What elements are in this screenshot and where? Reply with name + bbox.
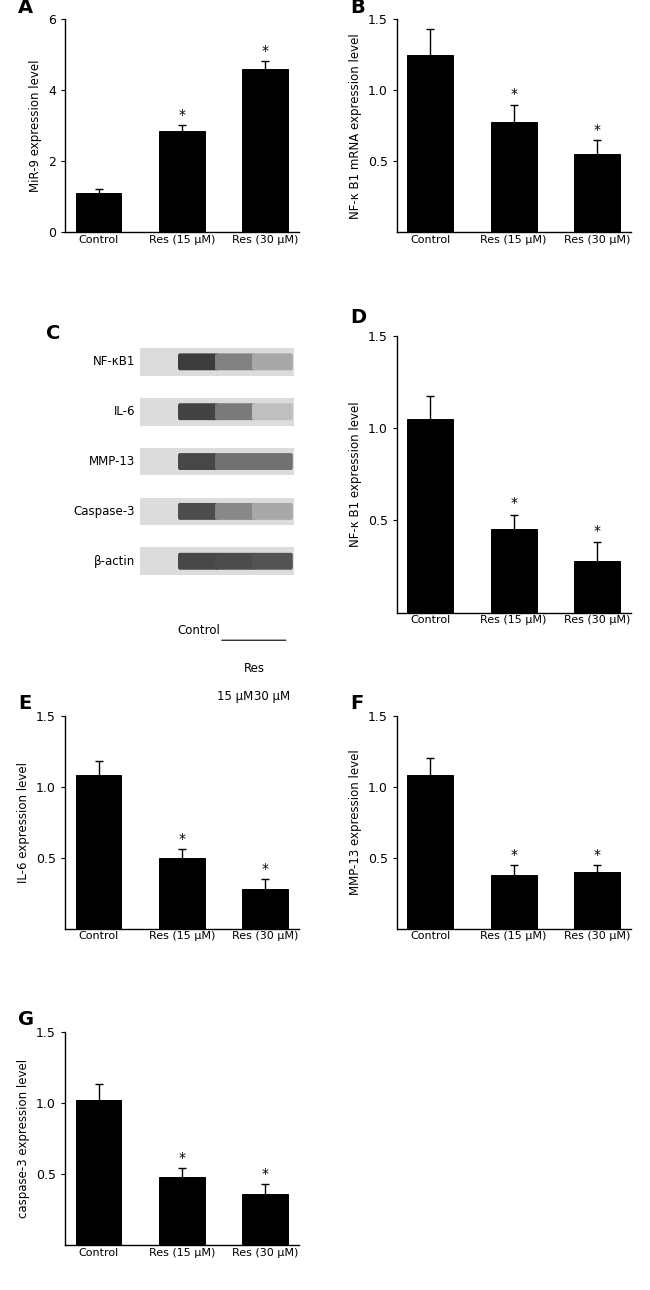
Bar [140,547,294,575]
Text: G: G [18,1010,34,1029]
Text: *: * [510,848,517,862]
Text: *: * [262,44,268,58]
Y-axis label: MMP-13 expression level: MMP-13 expression level [349,749,362,895]
FancyBboxPatch shape [178,404,219,421]
Bar [408,775,453,929]
Bar [140,397,294,426]
Bar [491,529,536,613]
FancyBboxPatch shape [252,553,292,570]
Text: E: E [18,694,31,713]
FancyBboxPatch shape [178,553,219,570]
Bar [408,419,453,613]
Bar [75,1100,122,1245]
Bar [242,1193,288,1245]
Text: A: A [18,0,33,17]
Text: β-actin: β-actin [94,555,135,568]
FancyBboxPatch shape [252,503,292,520]
Text: NF-κB1: NF-κB1 [93,355,135,369]
Text: C: C [46,324,60,343]
FancyBboxPatch shape [252,353,292,370]
Bar [159,1176,205,1245]
Text: *: * [593,524,601,538]
Text: 30 μM: 30 μM [254,690,291,703]
FancyBboxPatch shape [215,453,255,470]
Text: F: F [350,694,363,713]
FancyBboxPatch shape [215,553,255,570]
Text: Res: Res [243,662,265,676]
Text: *: * [178,107,185,121]
Bar [75,194,122,232]
FancyBboxPatch shape [252,404,292,421]
Bar [242,70,288,232]
Bar [159,858,205,929]
Bar [242,889,288,929]
Bar [574,561,620,613]
Text: *: * [510,497,517,511]
Text: *: * [593,123,601,137]
Text: D: D [350,308,366,326]
Text: Caspase-3: Caspase-3 [73,504,135,517]
FancyBboxPatch shape [215,503,255,520]
Y-axis label: IL-6 expression level: IL-6 expression level [18,761,31,882]
Text: *: * [262,1166,268,1180]
Text: B: B [350,0,365,17]
FancyBboxPatch shape [215,404,255,421]
Text: *: * [510,88,517,102]
Bar [574,155,620,232]
Bar [75,775,122,929]
Bar [159,132,205,232]
Text: *: * [178,1151,185,1165]
Text: *: * [178,832,185,846]
Y-axis label: caspase-3 expression level: caspase-3 expression level [18,1059,31,1218]
FancyBboxPatch shape [215,353,255,370]
Bar [408,55,453,232]
Text: Control: Control [177,623,220,636]
Bar [140,348,294,375]
FancyBboxPatch shape [178,453,219,470]
Text: IL-6: IL-6 [114,405,135,418]
Bar [574,872,620,929]
Bar [140,498,294,525]
FancyBboxPatch shape [252,453,292,470]
Text: *: * [593,848,601,862]
Text: MMP-13: MMP-13 [89,455,135,468]
Y-axis label: NF-κ B1 mRNA expression level: NF-κ B1 mRNA expression level [349,34,362,219]
Y-axis label: NF-κ B1 expression level: NF-κ B1 expression level [349,401,362,547]
FancyBboxPatch shape [178,503,219,520]
Bar [491,875,536,929]
Bar [140,448,294,476]
FancyBboxPatch shape [178,353,219,370]
Bar [491,121,536,232]
Text: 15 μM: 15 μM [217,690,254,703]
Text: *: * [262,862,268,876]
Y-axis label: MiR-9 expression level: MiR-9 expression level [29,59,42,192]
